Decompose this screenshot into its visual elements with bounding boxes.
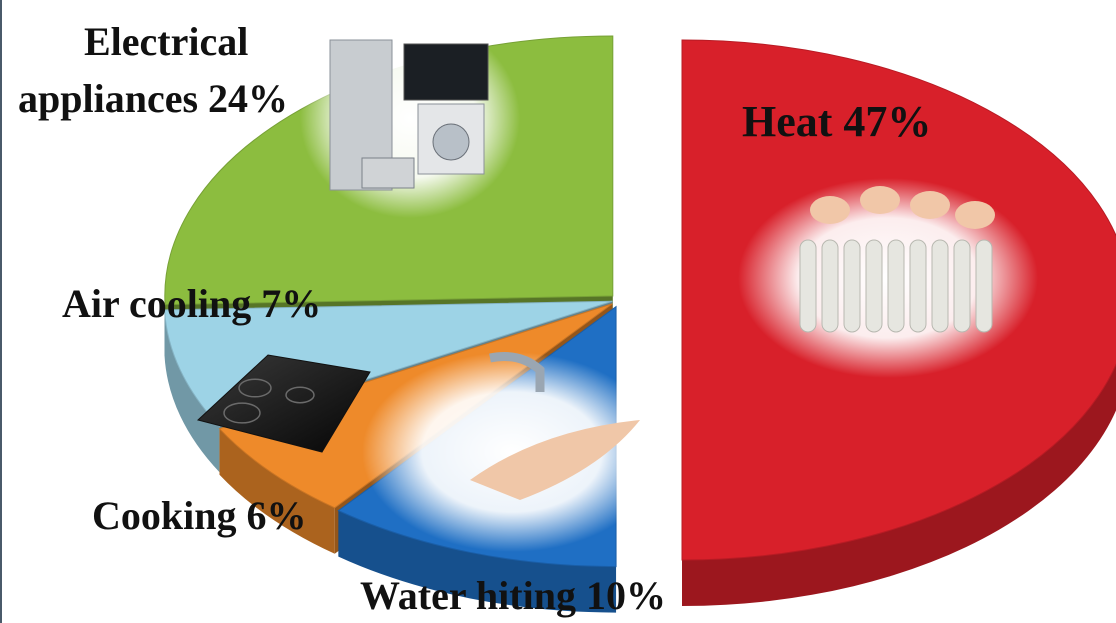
radiator-fin-2 (844, 240, 860, 332)
hand-1 (860, 186, 900, 214)
radiator-fin-1 (822, 240, 838, 332)
home-appliances-picture (300, 18, 520, 218)
radiator-fin-3 (866, 240, 882, 332)
label-heat: Heat 47% (742, 100, 931, 144)
label-air-cooling: Air cooling 7% (62, 282, 321, 326)
radiator-fin-4 (888, 240, 904, 332)
washer-door (433, 124, 469, 160)
washing-hands-tap-picture (362, 352, 662, 552)
label-cooking: Cooking 6% (92, 494, 307, 538)
hand-0 (810, 196, 850, 224)
label-water-heating: Water hiting 10% (360, 574, 666, 618)
radiator-warming-hands-picture (738, 178, 1038, 378)
radiator-fin-5 (910, 240, 926, 332)
radiator-fin-6 (932, 240, 948, 332)
radiator-fin-0 (800, 240, 816, 332)
label-appliances-line2: appliances 24% (18, 77, 288, 121)
microwave (362, 158, 414, 188)
hand-3 (955, 201, 995, 229)
tv (404, 44, 488, 100)
washing-hands-tap-glow (362, 352, 662, 552)
radiator-fin-8 (976, 240, 992, 332)
hand-2 (910, 191, 950, 219)
label-appliances-line1: Electrical (84, 20, 248, 64)
radiator-fin-7 (954, 240, 970, 332)
